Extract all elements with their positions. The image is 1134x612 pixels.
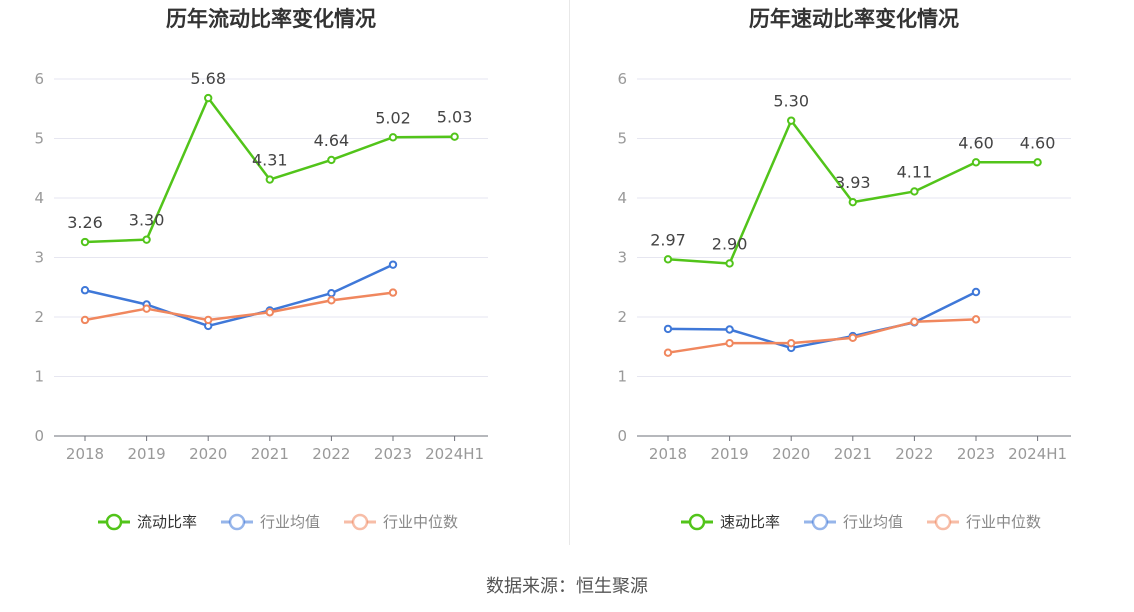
chart2-series-main-point xyxy=(663,255,673,264)
chart2-y-tick-label: 1 xyxy=(617,368,627,386)
chart1-series-avg-line xyxy=(84,263,394,328)
chart2-series-avg-point xyxy=(663,324,673,334)
chart2-y-tick-label: 3 xyxy=(617,249,627,267)
chart1-series-main-point xyxy=(388,133,398,142)
chart2-x-tick-label: 2023 xyxy=(957,445,995,463)
chart1-series-avg-point xyxy=(327,289,336,298)
chart2-data-label: 5.30 xyxy=(773,92,809,111)
chart1-x-tick-label: 2023 xyxy=(374,445,412,463)
chart2-series-median-point xyxy=(787,338,796,348)
chart1-legend-median-marker xyxy=(351,513,369,531)
chart1-y-tick-label: 2 xyxy=(34,308,44,326)
chart1-title: 历年流动比率变化情况 xyxy=(166,7,376,31)
chart1-data-label: 5.68 xyxy=(190,69,226,88)
chart2-data-label: 2.90 xyxy=(712,234,748,253)
chart2-series-main-point xyxy=(787,116,796,125)
chart2-data-label: 2.97 xyxy=(650,230,686,249)
chart2-y-tick-label: 4 xyxy=(617,189,627,207)
chart1-series-main-point xyxy=(142,235,151,244)
chart2-data-label: 3.93 xyxy=(835,173,871,192)
chart1-series-main-point xyxy=(204,93,213,103)
chart1-x-tick-label: 2022 xyxy=(312,445,350,463)
chart1-series-median-point xyxy=(142,304,151,313)
chart1-legend-main-marker xyxy=(105,513,123,531)
chart1-x-tick-label: 2019 xyxy=(128,445,166,463)
chart1-legend-main-label: 流动比率 xyxy=(137,513,197,531)
chart1-series-main-point xyxy=(450,132,459,141)
chart2-series-avg-point xyxy=(725,325,734,334)
chart1-series-main-point xyxy=(265,175,274,184)
chart1-data-label: 4.31 xyxy=(252,151,288,170)
chart2-legend-avg-label: 行业均值 xyxy=(843,513,903,531)
chart1-data-label: 5.03 xyxy=(437,108,473,127)
chart1-series-main-point xyxy=(327,155,336,165)
chart1-series-avg-point xyxy=(80,286,90,295)
chart2-data-label: 4.60 xyxy=(1020,133,1056,152)
chart1-y-tick-label: 1 xyxy=(34,368,44,386)
chart1-y-tick-label: 6 xyxy=(34,70,44,88)
chart1-data-label: 4.64 xyxy=(314,131,350,150)
chart2-legend-main-marker xyxy=(688,513,706,531)
chart2-x-tick-label: 2019 xyxy=(711,445,749,463)
chart2-series-main-point xyxy=(1033,158,1042,167)
chart1-legend-avg-label: 行业均值 xyxy=(260,513,320,531)
chart2-data-label: 4.60 xyxy=(958,133,994,152)
chart2-series-median-point xyxy=(725,338,734,348)
chart1-legend-median-label: 行业中位数 xyxy=(383,513,458,531)
chart1-series-median-point xyxy=(388,288,398,297)
data-source-text: 数据来源：恒生聚源 xyxy=(486,576,648,597)
chart2-legend-median-marker xyxy=(934,513,952,531)
chart1-x-tick-label: 2020 xyxy=(189,445,227,463)
chart1-y-tick-label: 5 xyxy=(34,130,44,148)
chart2-y-tick-label: 5 xyxy=(617,130,627,148)
chart2-series-main-point xyxy=(848,197,857,207)
chart1-x-tick-label: 2021 xyxy=(251,445,289,463)
chart2-title: 历年速动比率变化情况 xyxy=(749,7,959,31)
chart2-series-median-line xyxy=(667,318,977,354)
chart-divider xyxy=(569,0,570,545)
chart1-series-median-point xyxy=(327,296,336,305)
chart2-series-median-point xyxy=(848,333,857,343)
chart2-y-tick-label: 0 xyxy=(617,427,627,445)
chart1-y-tick-label: 0 xyxy=(34,427,44,445)
chart2-series-avg-point xyxy=(971,287,981,297)
chart1-series-median-line xyxy=(84,291,394,322)
chart2-series-avg-line xyxy=(667,290,977,350)
chart2-series-main-point xyxy=(971,158,981,167)
chart1-series-main-point xyxy=(80,237,90,247)
chart2-series-median-point xyxy=(663,348,673,357)
chart2-y-tick-label: 6 xyxy=(617,70,627,88)
chart1-legend-avg-marker xyxy=(228,513,246,531)
chart1-x-tick-label: 2018 xyxy=(66,445,104,463)
chart2-data-label: 4.11 xyxy=(897,162,933,181)
chart2-series-median-point xyxy=(910,317,919,326)
chart1-series-median-point xyxy=(265,308,274,317)
chart1-data-label: 5.02 xyxy=(375,108,411,127)
chart2-legend-main-label: 速动比率 xyxy=(720,513,780,531)
chart2-series-main-point xyxy=(910,187,919,196)
chart1-y-tick-label: 3 xyxy=(34,249,44,267)
chart2-y-tick-label: 2 xyxy=(617,308,627,326)
chart2-x-tick-label: 2024H1 xyxy=(1008,445,1067,463)
chart2-x-tick-label: 2018 xyxy=(649,445,687,463)
chart1-data-label: 3.26 xyxy=(67,213,103,232)
chart1-series-avg-point xyxy=(388,260,398,269)
chart2-legend-avg-marker xyxy=(811,513,829,531)
chart1-series-median-point xyxy=(204,315,213,325)
chart1-x-tick-label: 2024H1 xyxy=(425,445,484,463)
chart2-series-median-point xyxy=(971,315,981,324)
chart2-x-tick-label: 2021 xyxy=(834,445,872,463)
chart1-data-label: 3.30 xyxy=(129,211,165,230)
chart2-series-main-point xyxy=(725,259,734,268)
chart2-x-tick-label: 2020 xyxy=(772,445,810,463)
chart2-x-tick-label: 2022 xyxy=(895,445,933,463)
chart1-y-tick-label: 4 xyxy=(34,189,44,207)
chart2-legend-median-label: 行业中位数 xyxy=(966,513,1041,531)
chart1-series-median-point xyxy=(80,315,90,325)
